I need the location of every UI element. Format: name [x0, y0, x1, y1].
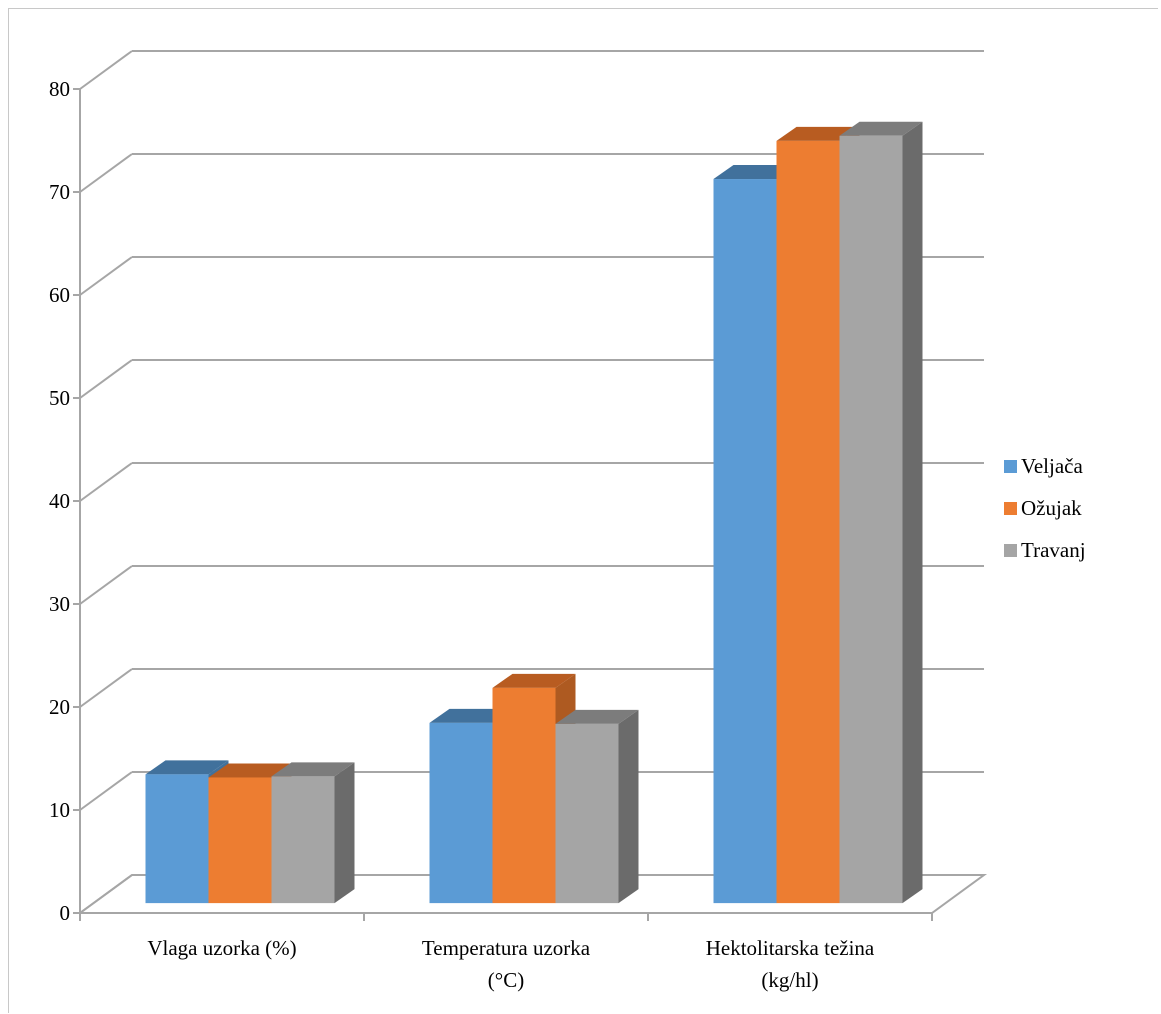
x-category-label-line: (°C) — [488, 968, 524, 992]
bar-side — [334, 762, 355, 904]
bar-top — [429, 708, 513, 723]
x-category-label-line: Temperatura uzorka — [422, 936, 591, 960]
bar-travanj — [839, 121, 923, 904]
y-tick-label: 0 — [60, 901, 71, 925]
bar-front — [429, 722, 493, 904]
legend-swatch — [1004, 460, 1017, 473]
gridline-side — [79, 359, 133, 399]
x-category-label-line: Vlaga uzorka (%) — [147, 936, 296, 960]
x-category-label-line: (kg/hl) — [761, 968, 818, 992]
bar-front — [208, 777, 272, 904]
x-category-label: Vlaga uzorka (%) — [147, 936, 296, 960]
bar-top — [271, 762, 355, 777]
x-category-label: Temperatura uzorka (°C) — [422, 936, 591, 992]
bar-front — [713, 179, 777, 904]
bar-front — [776, 140, 840, 904]
bar-front — [839, 135, 903, 904]
bar-travanj — [555, 709, 639, 904]
bar-side — [902, 121, 923, 904]
bar-top — [208, 763, 292, 778]
bar-front — [271, 776, 335, 904]
y-axis-ticks: 0 10 20 30 40 50 60 70 80 — [49, 77, 70, 925]
legend-swatch — [1004, 544, 1017, 557]
bar-front — [492, 687, 556, 904]
x-category-label-line: Hektolitarska težina — [706, 936, 875, 960]
gridline-side — [79, 874, 133, 914]
gridline-side — [79, 153, 133, 193]
bar-travanj — [271, 762, 355, 904]
legend-label: Veljača — [1021, 454, 1083, 478]
gridline-side — [79, 462, 133, 502]
y-tick-label: 20 — [49, 695, 70, 719]
bar-top — [555, 709, 639, 724]
y-tick-label: 10 — [49, 798, 70, 822]
bar-side — [618, 709, 639, 904]
x-category-label: Hektolitarska težina (kg/hl) — [706, 936, 875, 992]
bar-top — [776, 126, 860, 141]
gridline-side — [79, 668, 133, 708]
bar-front — [145, 774, 209, 904]
legend: Veljača Ožujak Travanj — [1004, 454, 1086, 562]
gridline-side — [79, 50, 133, 90]
legend-label: Travanj — [1021, 538, 1086, 562]
y-tick-label: 70 — [49, 180, 70, 204]
gridline-side — [79, 565, 133, 605]
x-axis-labels: Vlaga uzorka (%) Temperatura uzorka (°C) He… — [147, 936, 875, 992]
bar-top — [713, 165, 797, 180]
y-tick-label: 60 — [49, 283, 70, 307]
legend-label: Ožujak — [1021, 496, 1082, 520]
gridline-side — [79, 256, 133, 296]
bar-top — [839, 121, 923, 136]
bars — [145, 121, 923, 904]
gridline-side — [79, 771, 133, 811]
chart-frame — [8, 8, 1158, 1013]
bar-top — [145, 760, 229, 775]
y-tick-label: 30 — [49, 592, 70, 616]
legend-swatch — [1004, 502, 1017, 515]
y-tick-label: 80 — [49, 77, 70, 101]
bar-top — [492, 673, 576, 688]
y-tick-label: 40 — [49, 489, 70, 513]
bar-front — [555, 723, 619, 904]
y-tick-label: 50 — [49, 386, 70, 410]
